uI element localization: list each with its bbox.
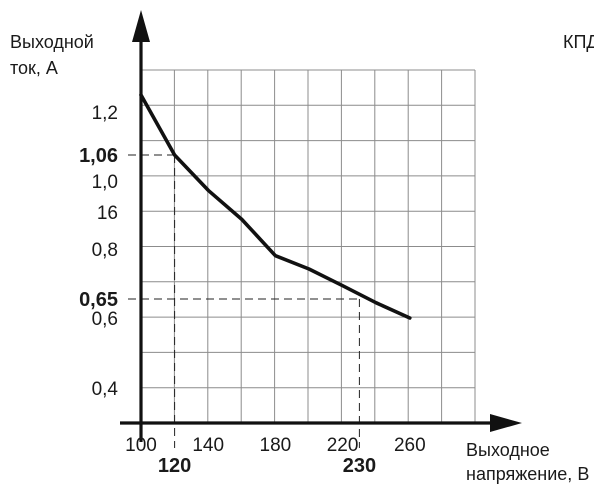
tick-labels: 100 140 180 220 260 120 230 1,2 1,0 16 0,8 0,6 0,4 1,… [79,103,426,477]
y-axis-title-line2: ток, А [10,58,58,78]
top-right-label: КПД [563,32,594,52]
series-line [141,95,410,318]
x-tick-label-highlight: 120 [158,455,191,477]
y-tick-label: 0,8 [92,240,118,261]
x-tick-label: 100 [125,435,157,456]
x-axis-title-line2: напряжение, В [466,464,589,484]
y-tick-label: 1,0 [92,172,118,193]
y-axis-arrow-icon [132,10,150,42]
x-tick-label: 180 [260,435,292,456]
series [141,95,410,318]
y-tick-label-highlight: 0,65 [79,289,118,311]
reference-dash-lines [128,155,359,448]
y-tick-label: 16 [97,203,118,224]
x-tick-label: 220 [327,435,359,456]
axes [120,10,522,442]
y-tick-label: 1,2 [92,103,118,124]
y-axis-title-line1: Выходной [10,32,94,52]
y-tick-label-highlight: 1,06 [79,145,118,167]
x-tick-label: 260 [394,435,426,456]
y-tick-label: 0,6 [92,309,118,330]
x-tick-label: 140 [192,435,224,456]
y-tick-label: 0,4 [92,379,119,400]
x-axis-title-line1: Выходное [466,440,550,460]
x-axis-arrow-icon [490,414,522,432]
grid [141,70,475,423]
x-tick-label-highlight: 230 [343,455,376,477]
